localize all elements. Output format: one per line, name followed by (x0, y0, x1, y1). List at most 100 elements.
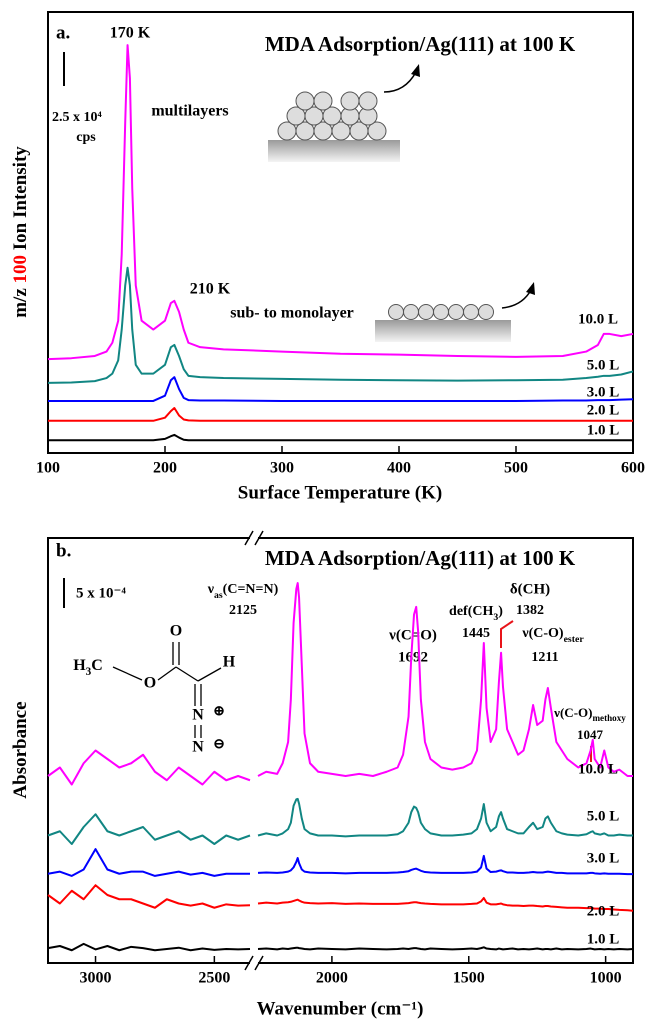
annotation: 170 K (110, 25, 151, 42)
axis-break-mark (244, 530, 254, 546)
series-line (257, 896, 634, 912)
series-line (257, 854, 633, 876)
axis-break-mark (244, 955, 254, 971)
label-part: ν(C-O) (521, 626, 564, 641)
label-part: Absorbance (10, 701, 31, 798)
legend-label: 5.0 L (587, 808, 620, 824)
chart-title: MDA Adsorption/Ag(111) at 100 K (265, 32, 576, 56)
x-tick-label: 200 (153, 460, 177, 477)
x-tick-label: 300 (270, 460, 294, 477)
label-part: ν(C-O) (553, 705, 592, 720)
label-part: C (91, 657, 103, 674)
y-axis-label: Absorbance (10, 701, 31, 798)
monolayer-cartoon (375, 282, 535, 342)
x-axis-label: Wavenumber (cm⁻¹) (257, 998, 424, 1019)
x-tick-label: 1500 (453, 970, 485, 987)
annotation: cps (76, 130, 96, 145)
x-tick-label: 400 (387, 460, 411, 477)
annotation: ⊖ (213, 736, 226, 752)
annotation: N (192, 707, 204, 724)
label-part: 100 (10, 255, 31, 284)
annotation: 1211 (531, 650, 558, 665)
x-tick-label: 600 (621, 460, 645, 477)
annotation: ⊕ (213, 703, 226, 719)
series-line (47, 44, 634, 361)
label-part: 3 (493, 612, 498, 623)
x-tick-label: 3000 (80, 970, 112, 987)
series-line (47, 749, 251, 786)
annotation: νas(C=N=N) (207, 582, 279, 601)
y-axis-label: m/z 100 Ion Intensity (10, 146, 31, 318)
annotation: sub- to monolayer (230, 305, 354, 322)
legend-label: 3.0 L (587, 850, 620, 866)
series-line (47, 884, 251, 909)
axis-break-mark (254, 530, 264, 546)
annotation: def(CH3) (449, 604, 503, 623)
multilayer-cartoon (268, 64, 420, 162)
x-tick-label: 500 (504, 460, 528, 477)
x-tick-label: 100 (36, 460, 60, 477)
annotation: H (223, 654, 236, 671)
annotation: a. (56, 22, 70, 43)
label-part: H (73, 657, 86, 674)
axis-break-gap (250, 534, 258, 542)
label-part: Ion Intensity (10, 146, 31, 255)
annotation: 5 x 10⁻⁴ (76, 585, 126, 601)
annotation: 1692 (398, 649, 428, 665)
label-part: methoxy (592, 713, 626, 723)
plot-frame (47, 537, 634, 964)
annotation: 1445 (462, 626, 490, 641)
annotation: δ(CH) (510, 581, 550, 597)
molecule-bonds (112, 642, 222, 738)
label-part: m/z (10, 283, 31, 317)
label-part: ) (498, 604, 503, 619)
axis-break-mark (254, 955, 264, 971)
legend-label: 10.0 L (578, 761, 618, 777)
annotation: 2.5 x 10⁴ (52, 110, 103, 125)
annotation: b. (56, 540, 71, 561)
series-line (257, 582, 633, 777)
annotation: O (144, 675, 156, 692)
x-axis-label: Surface Temperature (K) (238, 482, 442, 503)
legend-label: 2.0 L (587, 402, 620, 418)
legend-label: 2.0 L (587, 903, 620, 919)
x-tick-label: 2500 (198, 970, 230, 987)
annotation: 2125 (229, 603, 257, 618)
label-part: 3 (86, 666, 92, 678)
series-line (47, 813, 251, 845)
label-part: ν (207, 582, 215, 597)
annotation: ν(C-O)ester (521, 626, 584, 645)
annotation: multilayers (151, 103, 228, 120)
label-part: ester (564, 634, 585, 645)
legend-label: 1.0 L (587, 422, 620, 438)
x-tick-label: 2000 (316, 970, 348, 987)
legend-label: 10.0 L (578, 311, 618, 327)
plot-frame (47, 11, 634, 454)
axis-break-gap (250, 959, 258, 967)
series-line (48, 433, 633, 442)
x-tick-label: 1000 (590, 970, 622, 987)
series-line (48, 407, 633, 422)
annotation: ν(C-O)methoxy (553, 705, 626, 723)
annotation: 210 K (190, 281, 231, 298)
annotation: 1047 (577, 727, 604, 742)
annotation: O (170, 623, 182, 640)
series-line (257, 797, 633, 838)
annotation: H3C (73, 657, 103, 678)
label-part: def(CH (449, 604, 493, 619)
series-line (257, 946, 634, 951)
legend-label: 5.0 L (587, 357, 620, 373)
legend-label: 3.0 L (587, 384, 620, 400)
chart-title: MDA Adsorption/Ag(111) at 100 K (265, 546, 576, 570)
annotation: 1382 (516, 603, 544, 618)
legend-label: 1.0 L (587, 931, 620, 947)
series-line (47, 266, 634, 384)
series-line (47, 942, 251, 952)
annotation: N (192, 739, 204, 756)
label-part: (C=N=N) (223, 582, 279, 597)
series-line (47, 848, 250, 877)
series-line (48, 376, 634, 402)
label-part: as (214, 590, 223, 601)
